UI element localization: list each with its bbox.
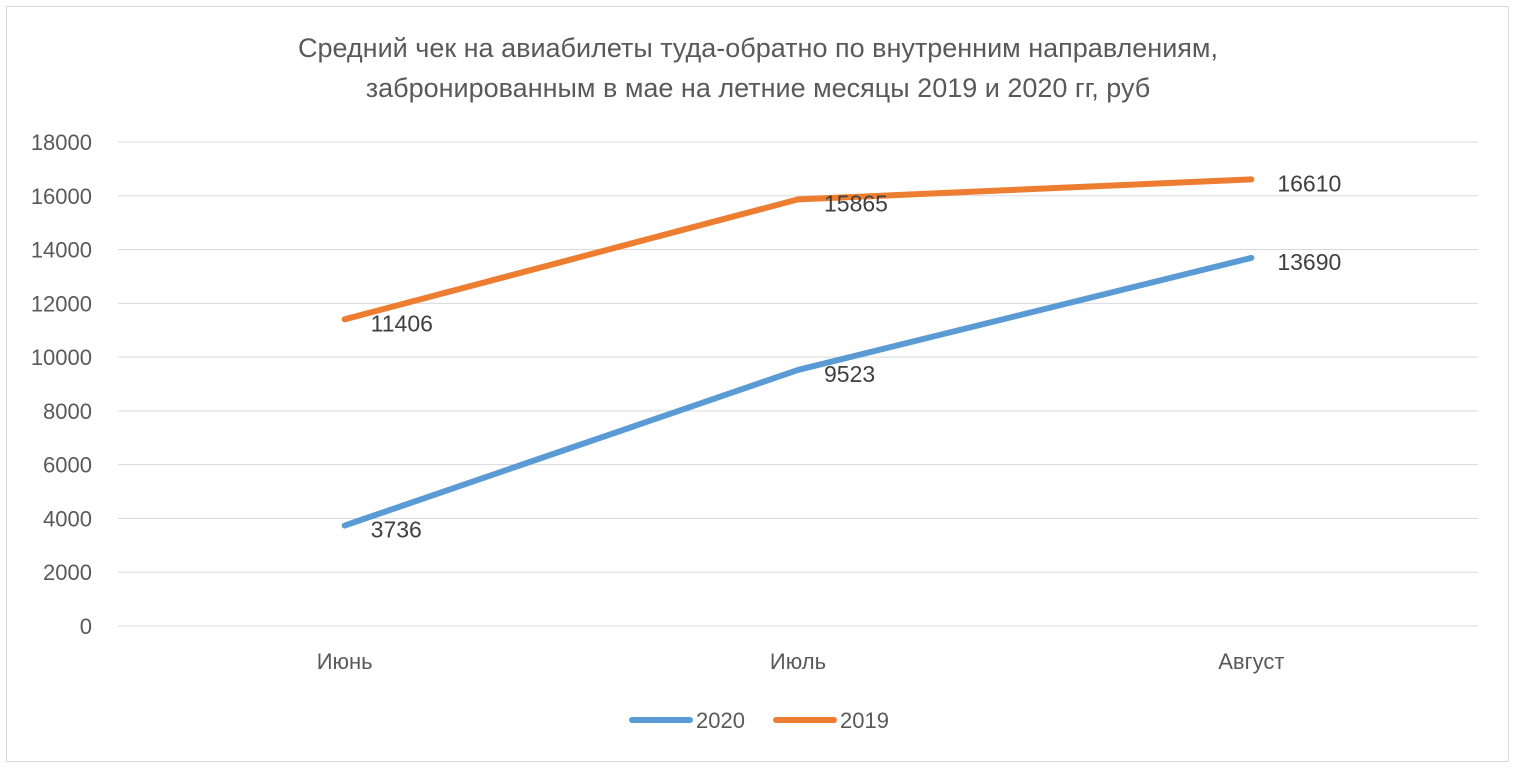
data-label: 3736 <box>371 517 422 543</box>
x-tick-label: Август <box>1218 649 1284 674</box>
y-tick-label: 14000 <box>31 238 92 263</box>
data-label: 9523 <box>824 361 875 387</box>
y-tick-label: 12000 <box>31 291 92 316</box>
gridlines <box>118 141 1478 627</box>
y-tick-label: 16000 <box>31 184 92 209</box>
data-label: 16610 <box>1277 170 1341 196</box>
legend-label-2019: 2019 <box>840 708 889 733</box>
y-tick-label: 6000 <box>43 453 92 478</box>
x-axis-ticks: Июнь Июль Август <box>317 649 1285 674</box>
data-labels: 3736 9523 13690 11406 15865 16610 <box>371 170 1342 542</box>
chart-title: Средний чек на авиабилеты туда-обратно п… <box>298 33 1218 63</box>
data-label: 13690 <box>1277 249 1341 275</box>
chart-subtitle: забронированным в мае на летние месяцы 2… <box>366 73 1151 103</box>
y-axis-ticks: 0 2000 4000 6000 8000 10000 12000 14000 16000 180… <box>31 130 92 639</box>
y-tick-label: 0 <box>80 614 92 639</box>
legend-label-2020: 2020 <box>696 708 745 733</box>
x-tick-label: Июль <box>770 649 826 674</box>
legend: 2020 2019 <box>629 708 889 733</box>
y-tick-label: 4000 <box>43 506 92 531</box>
series-lines <box>341 176 1255 529</box>
y-tick-label: 8000 <box>43 399 92 424</box>
data-label: 15865 <box>824 190 888 216</box>
data-label: 11406 <box>371 310 433 336</box>
y-tick-label: 18000 <box>31 130 92 155</box>
series-line-2020 <box>341 254 1255 529</box>
y-tick-label: 2000 <box>43 560 92 585</box>
y-tick-label: 10000 <box>31 345 92 370</box>
series-line-2019 <box>341 176 1255 323</box>
x-tick-label: Июнь <box>317 649 373 674</box>
